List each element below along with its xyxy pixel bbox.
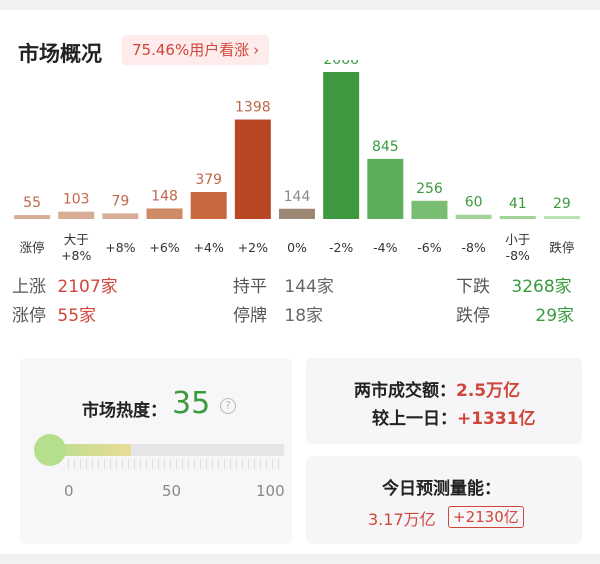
bar-5 xyxy=(234,119,271,219)
bar-0 xyxy=(14,215,51,219)
market-heat-panel: 市场热度： 35 ? 0 50 100 xyxy=(20,358,292,544)
bar-3 xyxy=(146,208,183,219)
stat-up-label: 上涨 xyxy=(12,277,46,297)
bar-value-label-3: 148 xyxy=(151,188,178,204)
stat-flat-label: 持平 xyxy=(233,277,267,297)
stat-limit-up-label: 涨停 xyxy=(12,306,46,326)
bar-7 xyxy=(323,72,360,219)
category-label-0: 涨停 xyxy=(20,240,45,255)
turnover-change-value: +1331亿 xyxy=(457,409,536,429)
bar-8 xyxy=(367,158,404,219)
stat-limit-down-value: 29家 xyxy=(535,306,575,326)
bar-1 xyxy=(58,211,95,219)
category-label-6: 0% xyxy=(287,240,307,255)
category-label-3: +6% xyxy=(149,240,179,255)
turnover-change-label: 较上一日： xyxy=(372,409,457,429)
category-label-12: 跌停 xyxy=(549,240,574,255)
stat-flat-value: 144家 xyxy=(284,277,334,297)
heat-label: 市场热度： xyxy=(82,401,167,421)
bar-4 xyxy=(190,192,227,219)
bar-value-label-10: 60 xyxy=(465,195,483,211)
page-title: 市场概况 xyxy=(18,42,102,66)
bar-value-label-12: 29 xyxy=(553,196,571,212)
prediction-label: 今日预测量能： xyxy=(382,479,501,499)
bar-value-label-0: 55 xyxy=(23,195,41,211)
stat-halted-value: 18家 xyxy=(284,306,324,326)
category-label-8: -4% xyxy=(373,240,397,255)
category-label-9: -6% xyxy=(417,240,441,255)
chevron-right-icon: › xyxy=(253,41,260,59)
prediction-value: 3.17万亿 xyxy=(368,510,436,529)
heat-knob xyxy=(34,434,66,466)
bar-value-label-9: 256 xyxy=(416,181,443,197)
bar-value-label-5: 1398 xyxy=(235,100,271,116)
stat-up-value: 2107家 xyxy=(57,277,118,297)
prediction-change-badge: +2130亿 xyxy=(448,506,524,528)
stat-halted-label: 停牌 xyxy=(233,306,267,326)
turnover-panel: 两市成交额：2.5万亿 较上一日：+1331亿 xyxy=(306,358,582,444)
bar-10 xyxy=(455,214,492,219)
bullish-badge-label: 75.46%用户看涨 xyxy=(132,41,250,59)
bar-value-label-8: 845 xyxy=(372,139,399,155)
category-label-5: +2% xyxy=(238,240,268,255)
category-label-11-0: 小于 xyxy=(505,232,530,247)
category-label-4: +4% xyxy=(194,240,224,255)
category-label-1-1: +8% xyxy=(61,248,91,263)
turnover-label: 两市成交额： xyxy=(354,381,456,401)
scale-min: 0 xyxy=(64,482,74,500)
stat-flat: 持平 144家 xyxy=(233,272,334,297)
scale-mid: 50 xyxy=(162,482,182,500)
stat-halted: 停牌 18家 xyxy=(233,301,323,326)
bar-value-label-6: 144 xyxy=(284,189,311,205)
distribution-bar-chart: 55涨停103大于+8%79+8%148+6%379+4%1398+2%1440… xyxy=(14,60,580,263)
bar-2 xyxy=(102,213,139,219)
stat-up: 上涨 2107家 xyxy=(12,272,118,297)
heat-scale-ticks xyxy=(68,459,284,469)
category-label-11-1: -8% xyxy=(506,248,530,263)
heat-value: 35 xyxy=(172,386,211,421)
heat-fill xyxy=(48,444,131,456)
bar-value-label-7: 2066 xyxy=(323,60,359,68)
category-label-10: -8% xyxy=(461,240,485,255)
stat-limit-up: 涨停 55家 xyxy=(12,301,96,326)
bar-value-label-1: 103 xyxy=(63,192,90,208)
bar-value-label-2: 79 xyxy=(111,193,129,209)
bar-value-label-11: 41 xyxy=(509,196,527,212)
bar-9 xyxy=(411,200,448,219)
bar-11 xyxy=(499,216,536,219)
prediction-panel: 今日预测量能： 3.17万亿 +2130亿 xyxy=(306,456,582,544)
bar-6 xyxy=(279,208,315,219)
category-label-7: -2% xyxy=(329,240,353,255)
category-label-2: +8% xyxy=(105,240,135,255)
turnover-change-line: 较上一日：+1331亿 xyxy=(372,404,536,429)
stat-limit-up-value: 55家 xyxy=(57,306,97,326)
stat-down-value: 3268家 xyxy=(511,277,572,297)
turnover-line: 两市成交额：2.5万亿 xyxy=(354,376,520,401)
bullish-badge[interactable]: 75.46%用户看涨 › xyxy=(122,35,270,65)
turnover-value: 2.5万亿 xyxy=(456,381,521,401)
bar-value-label-4: 379 xyxy=(195,172,222,188)
stat-limit-down-label: 跌停 xyxy=(456,306,490,326)
bar-12 xyxy=(543,216,580,219)
scale-max: 100 xyxy=(256,482,285,500)
stat-down-label: 下跌 xyxy=(456,277,490,297)
heat-track xyxy=(48,444,284,456)
stat-down: 下跌 3268家 xyxy=(456,272,572,297)
category-label-1-0: 大于 xyxy=(64,232,89,247)
stat-limit-down: 跌停 29家 xyxy=(456,301,574,326)
help-icon[interactable]: ? xyxy=(220,398,236,414)
